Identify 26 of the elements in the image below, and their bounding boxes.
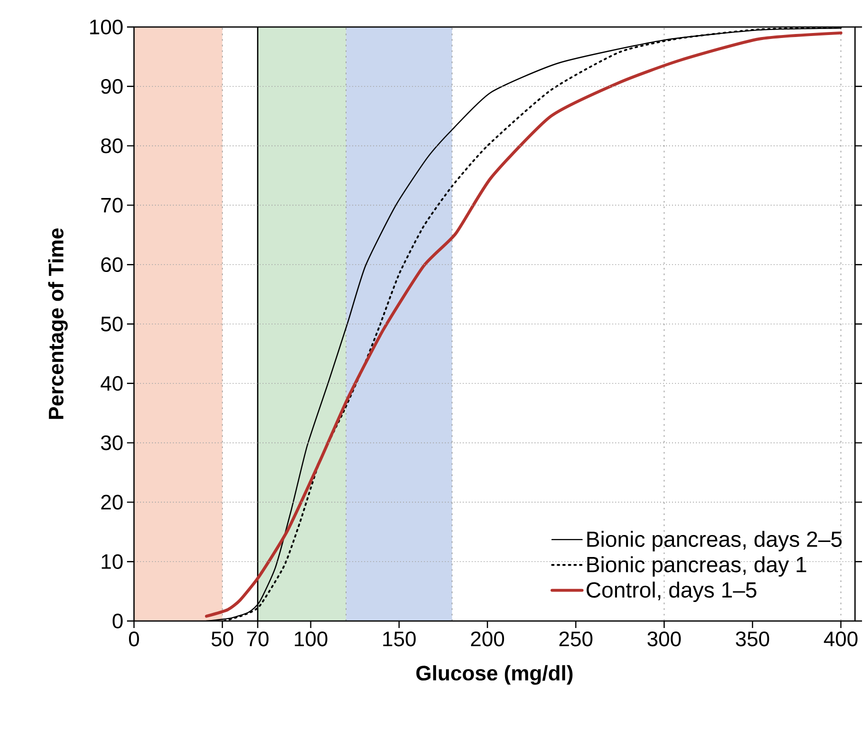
y-tick-label: 40 <box>100 376 123 391</box>
x-tick-label: 50 <box>212 632 234 646</box>
y-tick-label: 70 <box>101 198 123 213</box>
y-tick-label: 10 <box>102 554 123 570</box>
y-tick-label: 20 <box>101 494 123 510</box>
y-tick-label: 80 <box>101 138 123 154</box>
x-tick-label: 0 <box>128 632 139 646</box>
y-tick-label: 30 <box>101 435 123 450</box>
x-tick-label: 400 <box>824 632 858 646</box>
y-tick-label: 60 <box>101 257 123 272</box>
y-tick-label: 0 <box>112 614 123 628</box>
x-tick-label: 300 <box>648 632 681 646</box>
x-tick-label: 350 <box>736 632 770 646</box>
x-axis-title: Glucose (mg/dl) <box>416 665 572 685</box>
x-tick-label: 200 <box>471 632 504 646</box>
y-tick-label: 50 <box>101 316 123 332</box>
legend-label: Bionic pancreas, day 1 <box>587 556 806 577</box>
legend-label: Bionic pancreas, days 2–5 <box>587 530 842 552</box>
y-tick-label: 90 <box>101 78 123 94</box>
y-axis-title: Percentage of Time <box>48 228 68 419</box>
legend-label: Control, days 1–5 <box>586 582 756 602</box>
x-tick-label: 100 <box>294 632 328 646</box>
x-tick-label: 250 <box>559 632 592 646</box>
x-tick-label: 70 <box>247 632 269 646</box>
x-tick-label: 150 <box>383 632 416 646</box>
y-tick-label: 100 <box>90 20 123 34</box>
